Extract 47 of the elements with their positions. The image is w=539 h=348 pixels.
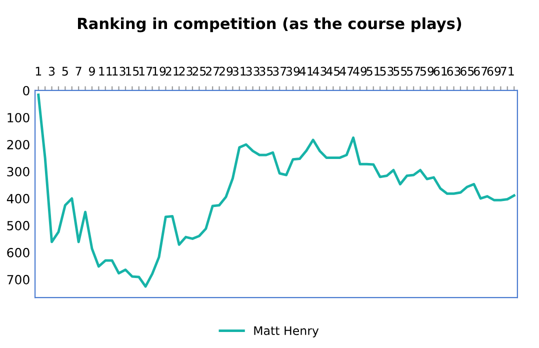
x-tick-label: 33 — [246, 66, 260, 76]
chart-title: Ranking in competition (as the course plays) — [78, 17, 462, 32]
x-tick-label: 31 — [232, 66, 246, 76]
x-tick-label: 9 — [88, 66, 95, 76]
x-tick-label: 23 — [179, 66, 192, 76]
x-tick-label: 55 — [394, 66, 407, 76]
x-tick-label: 39 — [286, 66, 300, 76]
y-tick-label: 100 — [8, 112, 30, 122]
x-tick-label: 49 — [353, 66, 367, 76]
x-tick-label: 15 — [126, 66, 139, 76]
x-tick-label: 43 — [312, 66, 326, 76]
x-tick-label: 3 — [48, 66, 55, 76]
x-tick-label: 41 — [299, 66, 313, 76]
y-tick-label: 0 — [23, 86, 30, 96]
y-tick-label: 400 — [6, 194, 30, 204]
x-tick-label: 59 — [420, 66, 434, 76]
x-tick-label: 7 — [76, 66, 82, 76]
x-tick-label: 71 — [500, 66, 514, 76]
x-tick-label: 35 — [260, 66, 273, 76]
x-tick-label: 53 — [380, 66, 394, 76]
x-tick-label: 37 — [272, 66, 286, 76]
x-tick-label: 1 — [36, 66, 42, 76]
x-tick-label: 67 — [474, 66, 488, 76]
x-tick-label: 27 — [206, 66, 220, 76]
x-tick-label: 61 — [434, 66, 447, 76]
y-tick-label: 700 — [7, 274, 30, 284]
x-tick-label: 65 — [460, 66, 474, 76]
x-tick-label: 21 — [166, 66, 179, 76]
y-tick-label: 600 — [7, 248, 30, 258]
x-tick-label: 29 — [219, 66, 233, 76]
x-tick-label: 57 — [406, 66, 420, 76]
y-tick-label: 200 — [7, 140, 30, 150]
x-tick-label: 51 — [366, 66, 380, 76]
y-tick-label: 300 — [7, 166, 30, 176]
x-tick-label: 13 — [112, 66, 126, 76]
x-tick-label: 45 — [326, 66, 340, 76]
x-tick-label: 69 — [487, 66, 501, 76]
x-tick-label: 19 — [152, 66, 166, 76]
x-tick-label: 17 — [139, 66, 152, 76]
line-series — [37, 94, 516, 288]
y-tick-label: 500 — [7, 220, 30, 230]
x-tick-label: 11 — [99, 66, 112, 76]
legend-label: Matt Henry — [254, 326, 319, 338]
x-tick-label: 5 — [62, 66, 68, 76]
x-tick-label: 63 — [447, 66, 460, 76]
x-tick-label: 25 — [192, 66, 206, 76]
x-tick-label: 47 — [340, 66, 354, 76]
